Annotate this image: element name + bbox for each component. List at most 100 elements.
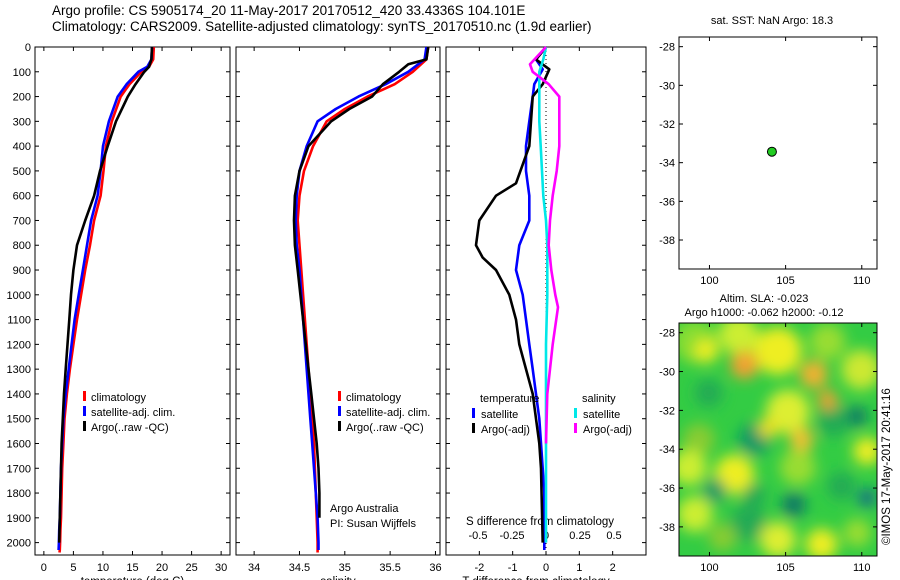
temperature-ytick-label: 600 — [13, 191, 31, 203]
sla-blob — [708, 523, 737, 552]
sla-blob — [760, 521, 796, 556]
sla_map-ytick-label: -36 — [659, 483, 675, 495]
salinity-frame — [235, 46, 441, 556]
sla_map-ytick-label: -32 — [659, 405, 675, 417]
temperature-ytick-label: 1000 — [7, 290, 31, 302]
salinity-xtick-label: 34.5 — [289, 562, 310, 574]
temperature-frame — [34, 46, 231, 556]
temperature-xtick-label: 10 — [97, 562, 109, 574]
sla-frame — [678, 322, 878, 557]
temperature-ytick-label: 300 — [13, 116, 31, 128]
temperature-xtick-label: 0 — [41, 562, 47, 574]
location-xtick-label: 105 — [776, 275, 794, 287]
sla-blob — [718, 323, 759, 355]
temperature-panel: 0100200300400500600700800900100011001200… — [7, 42, 231, 580]
sla_map-xtick-label: 100 — [700, 562, 718, 574]
temperature-xtick-label: 30 — [215, 562, 227, 574]
temperature-xtick-label: 15 — [126, 562, 138, 574]
location-xtick-label: 110 — [853, 275, 871, 287]
figure-title-line2: Climatology: CARS2009. Satellite-adjuste… — [52, 19, 592, 34]
location-ytick-label: -36 — [659, 196, 675, 208]
salinity-diff-tick-label: 0.5 — [606, 530, 621, 542]
legend-swatch — [472, 408, 475, 418]
location-title: sat. SST: NaN Argo: 18.3 — [711, 15, 833, 27]
temperature-ytick-label: 1800 — [7, 488, 31, 500]
argo-position-marker — [766, 146, 777, 157]
salinity-series-argo-raw-qc- — [292, 46, 430, 518]
salinity-xtick-label: 36 — [429, 562, 441, 574]
salinity-diff-tick-label: -0.5 — [469, 530, 488, 542]
legend-swatch — [338, 391, 341, 401]
legend-group-temperature: temperature — [480, 393, 539, 405]
sla-title-line1: Altim. SLA: -0.023 — [720, 293, 809, 305]
sla_map-xtick-label: 110 — [853, 562, 871, 574]
sla-blob — [853, 437, 877, 466]
legend-label: satellite-adj. clim. — [346, 407, 430, 419]
salinity-xlabel: salinity — [320, 576, 355, 580]
salinity-diff-tick-label: 0.25 — [569, 530, 590, 542]
annotation-argo-australia: Argo Australia — [330, 503, 399, 515]
sla-blob — [742, 483, 767, 508]
legend-label: satellite-adj. clim. — [91, 407, 175, 419]
temperature-ytick-label: 700 — [13, 215, 31, 227]
legend-swatch — [83, 421, 86, 431]
temperature-ytick-label: 100 — [13, 67, 31, 79]
sla-blobs — [679, 323, 877, 556]
difference-series-salinity-argo-adj- — [528, 46, 561, 444]
temperature-xtick-label: 25 — [185, 562, 197, 574]
temperature-xtick-label: 20 — [156, 562, 168, 574]
location-ytick-label: -28 — [659, 42, 675, 54]
temperature-xtick-label: 5 — [70, 562, 76, 574]
temperature-ytick-label: 900 — [13, 265, 31, 277]
difference-xlabel: T difference from climatology — [462, 576, 609, 580]
temperature-ytick-label: 1600 — [7, 438, 31, 450]
temperature-ytick-label: 1700 — [7, 463, 31, 475]
sla-blob — [799, 360, 828, 389]
legend-label: Argo(-adj) — [583, 424, 632, 436]
salinity-diff-xlabel: S difference from climatology — [466, 516, 614, 528]
legend-label: satellite — [481, 409, 518, 421]
sla_map-ytick-label: -38 — [659, 522, 675, 534]
sla-blob — [679, 496, 713, 533]
legend-group-salinity: salinity — [582, 393, 616, 405]
sla-blob — [702, 478, 727, 503]
difference-xtick-label: 0 — [543, 562, 549, 574]
sla_map-xtick-label: 105 — [776, 562, 794, 574]
sla-blob — [858, 488, 877, 507]
legend-swatch — [472, 423, 475, 433]
temperature-ytick-label: 800 — [13, 240, 31, 252]
location-xtick-label: 100 — [700, 275, 718, 287]
salinity-series-satellite-adj-clim- — [294, 46, 428, 550]
legend-label: climatology — [91, 392, 147, 404]
sla-blob — [781, 492, 806, 517]
temperature-ytick-label: 0 — [25, 42, 31, 54]
sla-blob — [694, 378, 723, 407]
sla-blob — [694, 338, 719, 363]
temperature-ytick-label: 1300 — [7, 364, 31, 376]
salinity-panel: 34 34.5 35 35.5 36 salinity climatology satelli… — [235, 46, 442, 580]
salinity-diff-tick-label: -0.25 — [499, 530, 524, 542]
sla-blob — [809, 323, 846, 360]
location-ytick-label: -38 — [659, 235, 675, 247]
temperature-ytick-label: 1400 — [7, 389, 31, 401]
temperature-ytick-label: 500 — [13, 166, 31, 178]
sla-title-line2: Argo h1000: -0.062 h2000: -0.12 — [684, 307, 843, 319]
sla-blob — [847, 406, 868, 427]
difference-xtick-label: 1 — [576, 562, 582, 574]
difference-xtick-label: 2 — [610, 562, 616, 574]
legend-label: Argo(..raw -QC) — [346, 422, 424, 434]
salinity-xtick-label: 35.5 — [379, 562, 400, 574]
legend-label: satellite — [583, 409, 620, 421]
difference-panel: -2 -1 0 1 2-0.5 -0.25 0 0.25 0.5S difference fro… — [445, 46, 647, 580]
sla-blob — [827, 472, 856, 501]
sla_map-ytick-label: -28 — [659, 328, 675, 340]
location-panel: -28 -30 -32 -34 -36 -38 100 105 110 sat. SST: NaN… — [659, 15, 878, 287]
difference-xtick-label: -1 — [508, 562, 518, 574]
temperature-ytick-label: 400 — [13, 141, 31, 153]
temperature-series-satellite-adj-clim- — [57, 46, 154, 551]
legend-label: Argo(-adj) — [481, 424, 530, 436]
location-ytick-label: -30 — [659, 80, 675, 92]
temperature-ytick-label: 2000 — [7, 538, 31, 550]
legend-swatch — [574, 423, 577, 433]
